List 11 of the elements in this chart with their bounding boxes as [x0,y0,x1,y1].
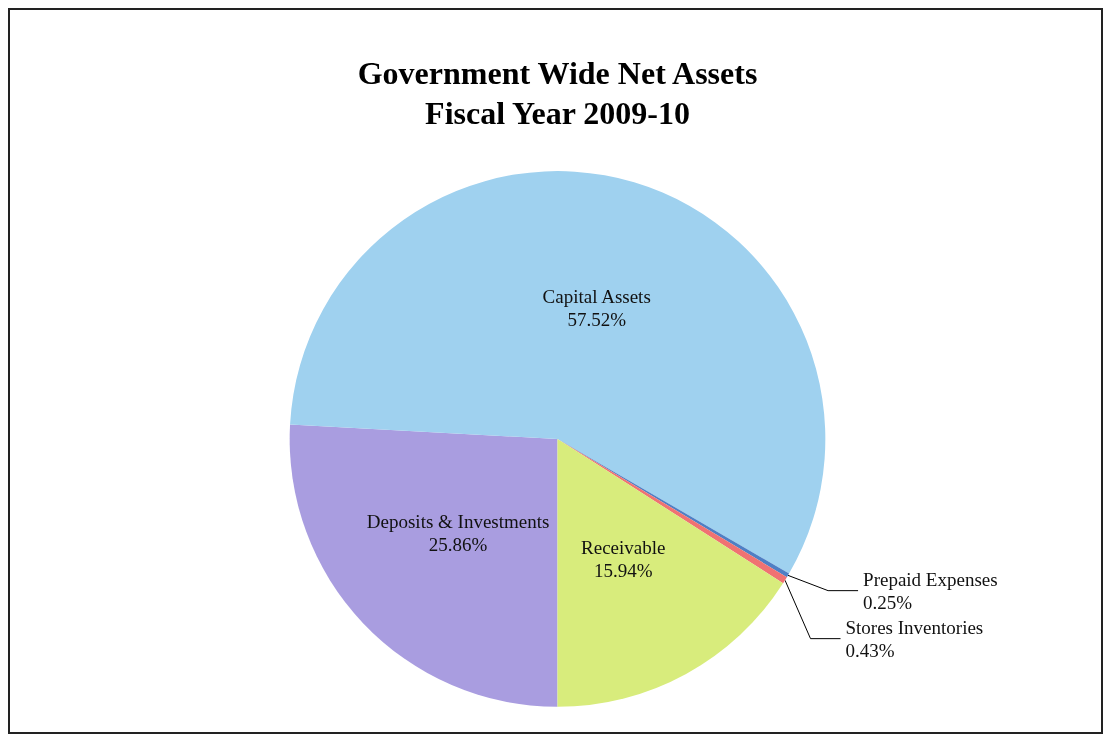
data-label: 15.94% [593,560,653,582]
data-label: 57.52% [567,308,627,330]
data-label: 0.25% [863,591,913,613]
slice-label: Stores Inventories [845,616,984,638]
slice-label: Deposits & Investments [366,511,550,533]
slice-label: Capital Assets [542,285,651,307]
slice-label: Receivable [581,537,666,559]
chart-title: Government Wide Net Assets Fiscal Year 2009-10 [357,55,758,131]
data-label: 0.43% [845,639,895,661]
slice-label: Prepaid Expenses [863,568,998,590]
data-label: 25.86% [428,534,488,556]
